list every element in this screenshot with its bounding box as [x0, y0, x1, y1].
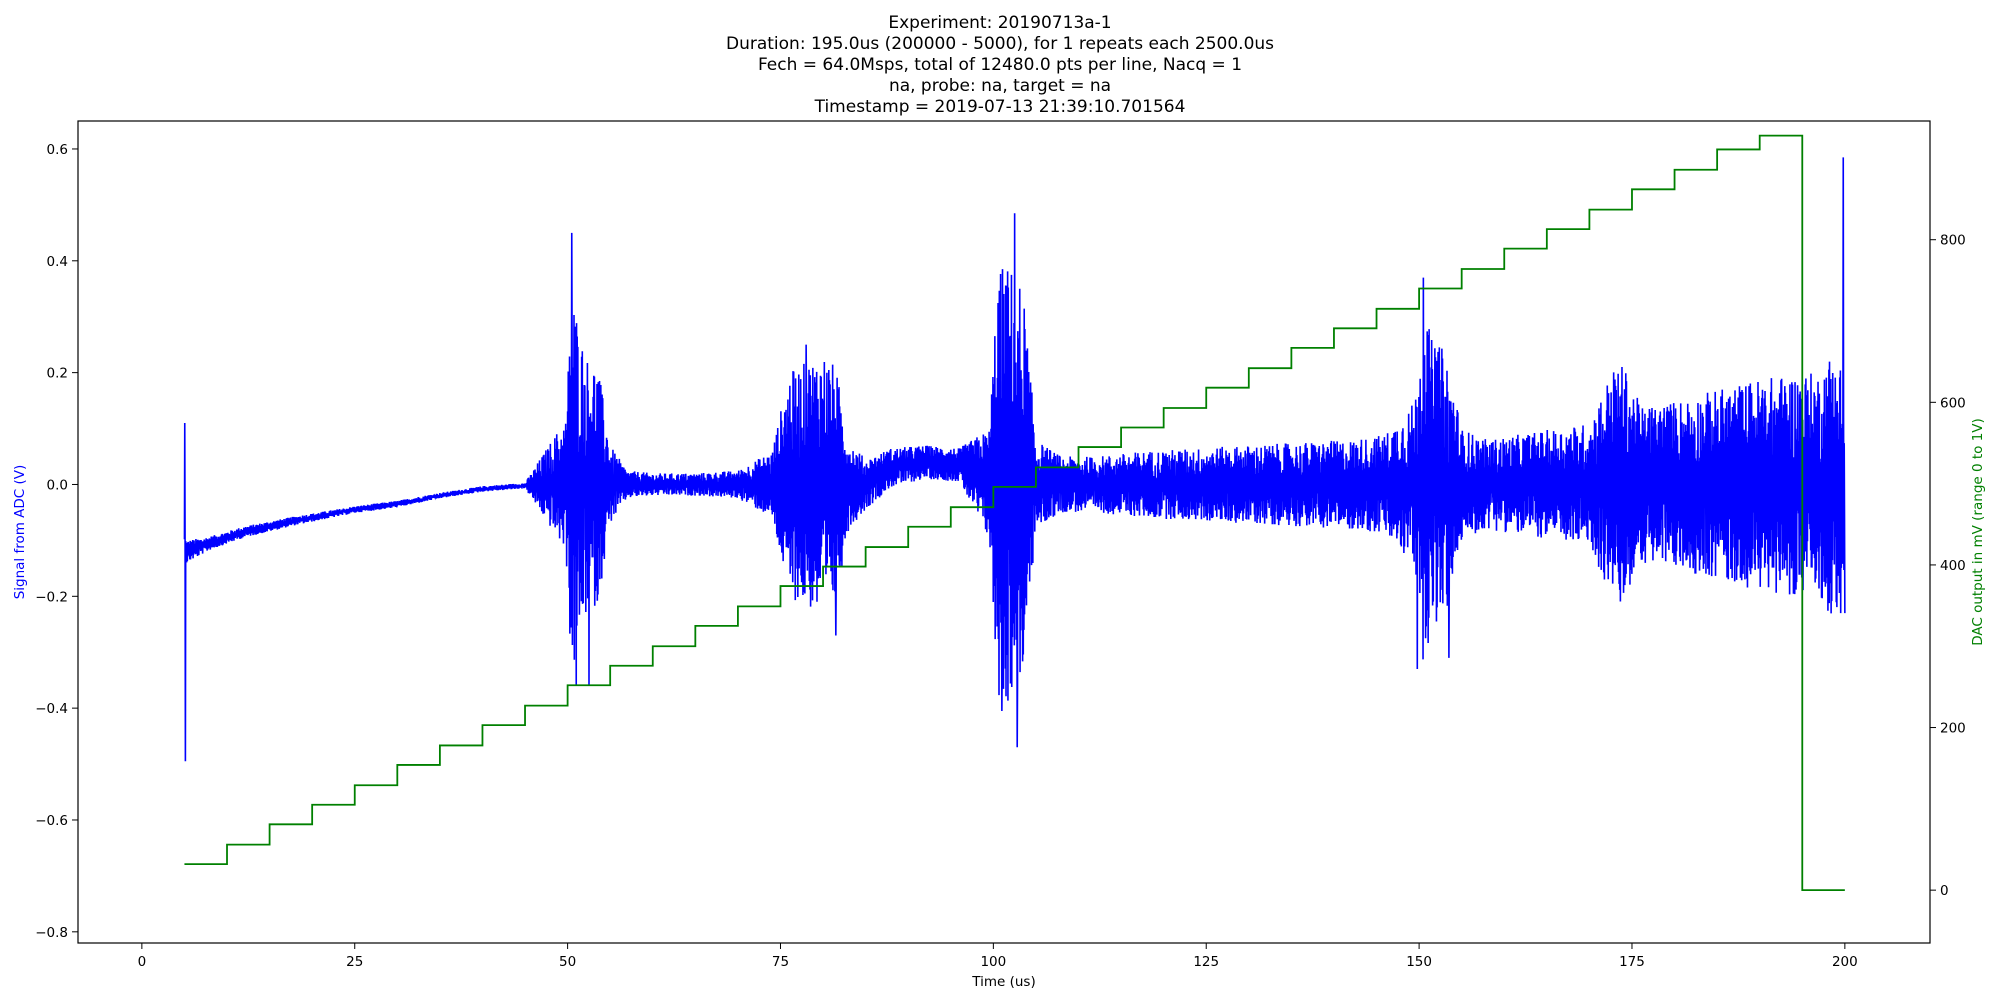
y-left-tick-label: −0.6 — [35, 813, 68, 829]
series-adc-signal — [183, 157, 1846, 762]
y-right-tick-label: 200 — [1940, 721, 1966, 737]
x-tick-label: 150 — [1406, 954, 1432, 970]
y-right-tick-label: 400 — [1940, 558, 1966, 574]
y-left-tick-label: −0.2 — [35, 589, 68, 605]
title-line-4: na, probe: na, target = na — [889, 76, 1111, 96]
y-left-tick-label: −0.4 — [35, 701, 68, 717]
x-tick-label: 50 — [559, 954, 576, 970]
y-left-tick-label: 0.6 — [47, 142, 68, 158]
axes-frame — [77, 120, 1931, 944]
x-axis-label: Time (us) — [971, 974, 1035, 990]
y-axis-label-left: Signal from ADC (V) — [12, 465, 28, 600]
x-tick-label: 100 — [980, 954, 1006, 970]
y-right-tick-label: 800 — [1940, 233, 1966, 249]
title-line-3: Fech = 64.0Msps, total of 12480.0 pts pe… — [758, 55, 1242, 75]
series-dac-output — [184, 134, 1845, 892]
title-line-5: Timestamp = 2019-07-13 21:39:10.701564 — [814, 97, 1186, 117]
plot-area — [183, 134, 1846, 892]
y-left-tick-label: 0.2 — [47, 366, 68, 382]
y-axis-label-right: DAC output in mV (range 0 to 1V) — [1970, 418, 1986, 646]
x-tick-label: 175 — [1619, 954, 1645, 970]
x-tick-label: 125 — [1193, 954, 1219, 970]
x-tick-label: 25 — [346, 954, 363, 970]
chart-title: Experiment: 20190713a-1 Duration: 195.0u… — [726, 13, 1274, 117]
y-right-tick-label: 600 — [1940, 395, 1966, 411]
title-line-1: Experiment: 20190713a-1 — [888, 13, 1111, 33]
y-left-tick-label: −0.8 — [35, 925, 68, 941]
y-right-tick-label: 0 — [1940, 883, 1949, 899]
y-left-tick-label: 0.4 — [47, 254, 68, 270]
x-tick-label: 0 — [138, 954, 147, 970]
axis-ticks: 0 25 50 75 100 125 150 175 200 −0.8 −0.6 −0.4 −0.2 0.… — [35, 142, 1966, 970]
x-tick-label: 200 — [1832, 954, 1858, 970]
x-tick-label: 75 — [772, 954, 789, 970]
y-left-tick-label: 0.0 — [47, 477, 68, 493]
title-line-2: Duration: 195.0us (200000 - 5000), for 1… — [726, 34, 1274, 54]
